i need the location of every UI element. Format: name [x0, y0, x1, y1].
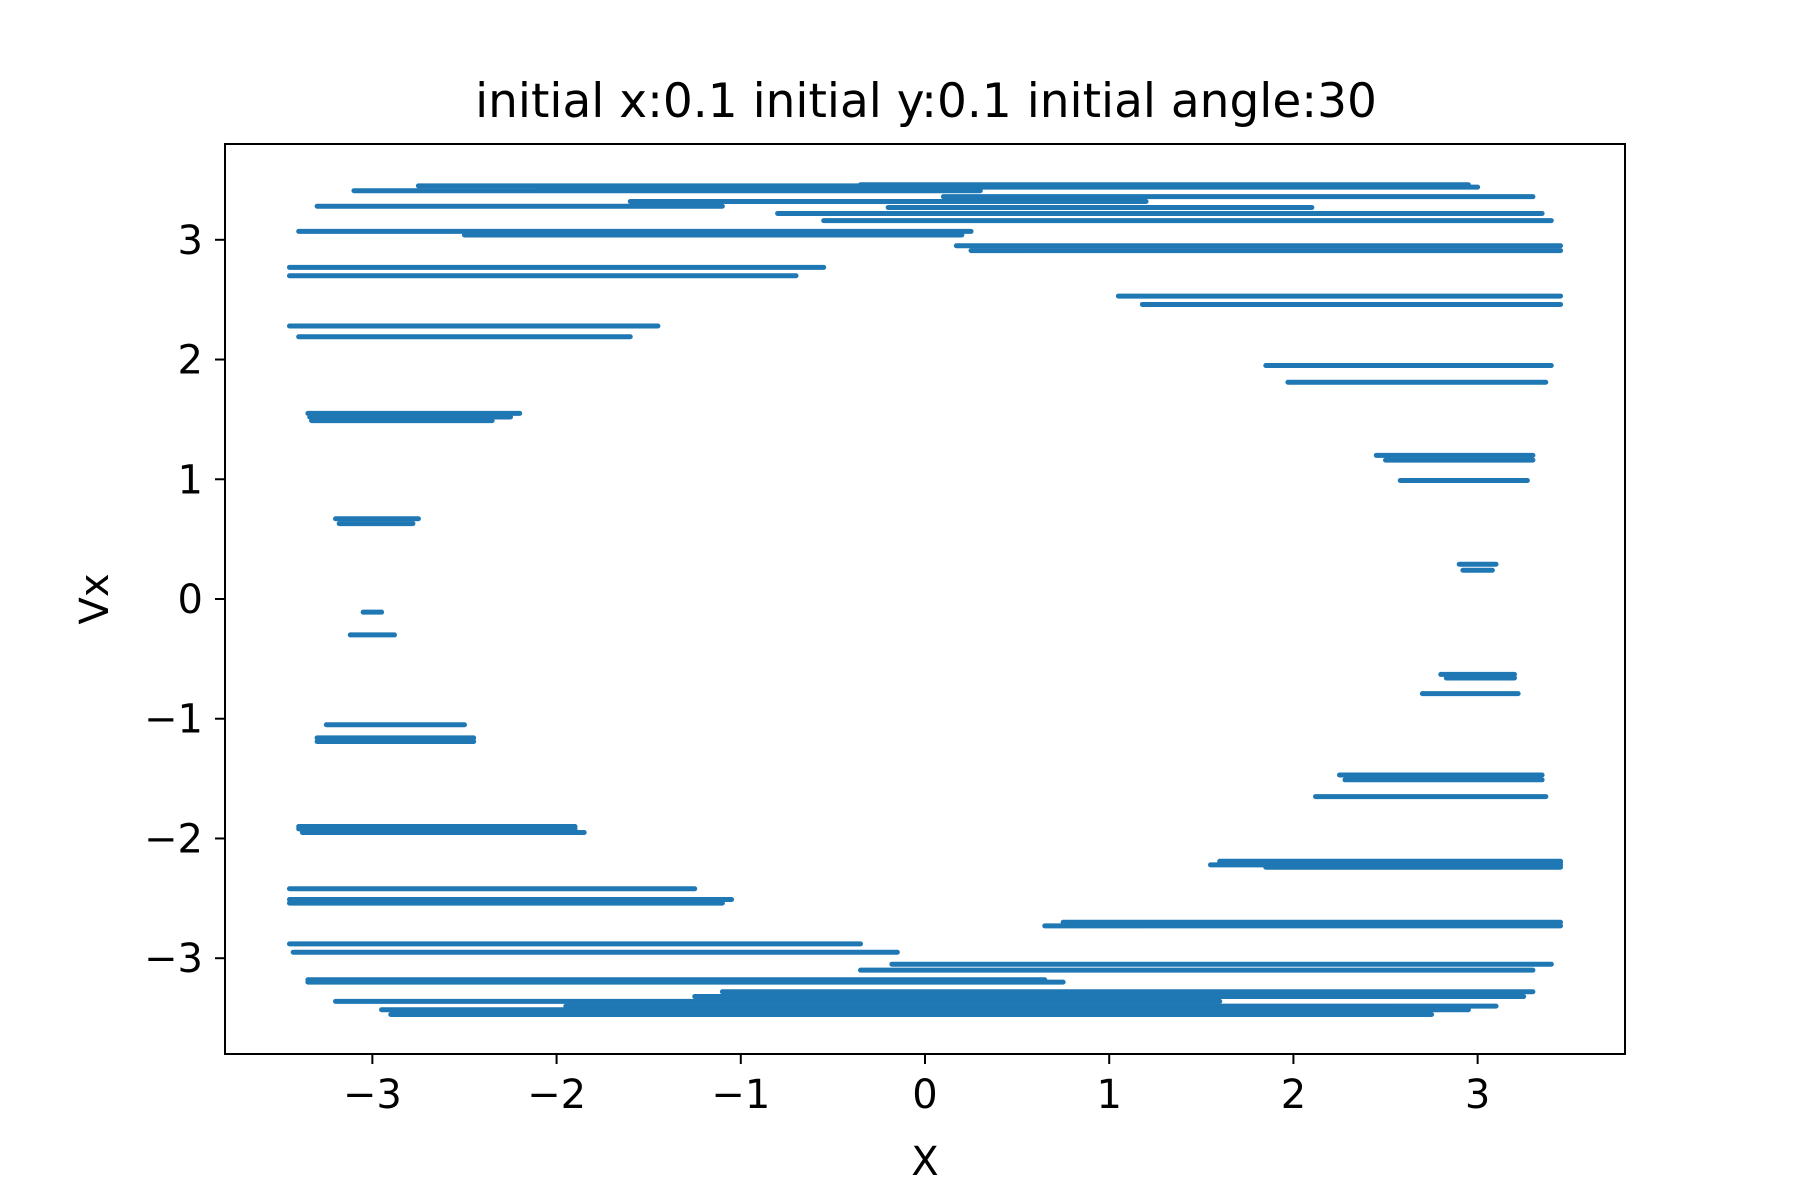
y-tick-label-1: −2	[144, 816, 203, 862]
x-tick-label-3: 0	[912, 1072, 937, 1118]
y-tick-label-4: 1	[178, 457, 203, 503]
y-tick-label-2: −1	[144, 697, 203, 743]
x-tick-label-6: 3	[1465, 1072, 1490, 1118]
y-tick-label-5: 2	[178, 338, 203, 384]
y-tick-label-6: 3	[178, 218, 203, 264]
data-marks	[286, 182, 1564, 1017]
x-tick-label-1: −2	[527, 1072, 586, 1118]
x-tick-label-5: 2	[1281, 1072, 1306, 1118]
x-axis-label: X	[911, 1139, 938, 1185]
x-tick-label-4: 1	[1096, 1072, 1121, 1118]
plot-frame	[224, 143, 1626, 1055]
y-tick-label-0: −3	[144, 936, 203, 982]
x-tick-label-0: −3	[343, 1072, 402, 1118]
y-tick-label-3: 0	[178, 577, 203, 623]
x-axis: −3 −2 −1 0 1 2 3	[343, 1054, 1490, 1118]
y-axis: −3 −2 −1 0 1 2 3	[144, 218, 225, 982]
x-tick-label-2: −1	[711, 1072, 770, 1118]
chart-title: initial x:0.1 initial y:0.1 initial angl…	[475, 74, 1377, 129]
y-axis-label: Vx	[72, 573, 118, 624]
